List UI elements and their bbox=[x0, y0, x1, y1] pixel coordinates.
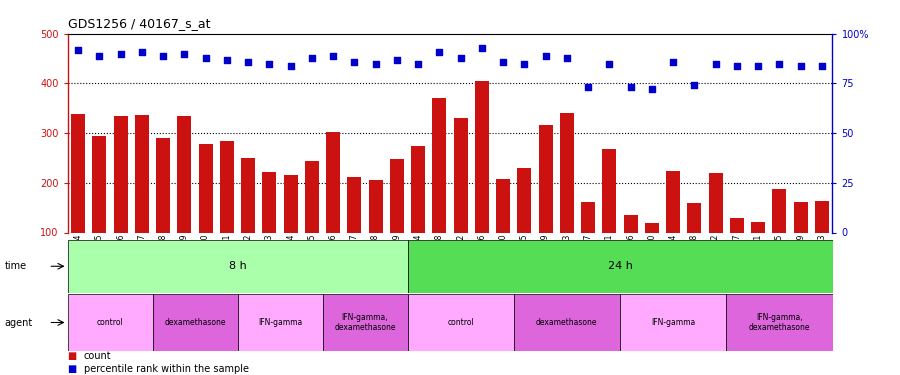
Text: IFN-gamma,
dexamethasone: IFN-gamma, dexamethasone bbox=[749, 313, 810, 332]
Bar bbox=[752, 222, 765, 282]
Point bbox=[390, 57, 404, 63]
Point bbox=[772, 60, 787, 67]
Bar bbox=[238, 294, 322, 351]
Bar bbox=[369, 180, 382, 282]
Bar bbox=[726, 294, 832, 351]
Point bbox=[284, 63, 298, 69]
Point bbox=[71, 46, 86, 53]
Bar bbox=[347, 177, 361, 282]
Text: dexamethasone: dexamethasone bbox=[536, 318, 598, 327]
Bar bbox=[708, 173, 723, 282]
Bar bbox=[220, 141, 234, 282]
Bar bbox=[433, 98, 446, 282]
Point bbox=[474, 45, 489, 51]
Point bbox=[220, 57, 234, 63]
Bar bbox=[390, 159, 404, 282]
Bar bbox=[624, 215, 637, 282]
Point bbox=[262, 60, 276, 67]
Text: dexamethasone: dexamethasone bbox=[164, 318, 226, 327]
Bar bbox=[560, 113, 574, 282]
Bar bbox=[620, 294, 726, 351]
Point bbox=[241, 58, 256, 64]
Bar bbox=[411, 146, 425, 282]
Bar bbox=[475, 81, 489, 282]
Text: ■: ■ bbox=[68, 351, 76, 361]
Bar bbox=[113, 116, 128, 282]
Bar bbox=[794, 202, 807, 282]
Point bbox=[708, 60, 723, 67]
Text: control: control bbox=[96, 318, 123, 327]
Point bbox=[326, 53, 340, 58]
Text: agent: agent bbox=[4, 318, 32, 327]
Text: control: control bbox=[447, 318, 474, 327]
Bar bbox=[305, 161, 319, 282]
Point bbox=[538, 53, 553, 58]
Point bbox=[156, 53, 170, 58]
Bar bbox=[815, 201, 829, 282]
Bar bbox=[602, 149, 616, 282]
Text: IFN-gamma: IFN-gamma bbox=[258, 318, 302, 327]
Text: count: count bbox=[84, 351, 112, 361]
Point bbox=[518, 60, 532, 67]
Bar bbox=[518, 168, 531, 282]
Bar bbox=[539, 124, 553, 282]
Point bbox=[135, 49, 149, 55]
Point bbox=[368, 60, 382, 67]
Point bbox=[794, 63, 808, 69]
Bar bbox=[454, 118, 467, 282]
Point bbox=[688, 82, 702, 88]
Bar bbox=[730, 217, 743, 282]
Point bbox=[730, 63, 744, 69]
Point bbox=[751, 63, 765, 69]
Text: time: time bbox=[4, 261, 27, 271]
Point bbox=[496, 58, 510, 64]
Bar bbox=[284, 176, 298, 282]
Point bbox=[814, 63, 829, 69]
Text: IFN-gamma: IFN-gamma bbox=[651, 318, 695, 327]
Bar bbox=[199, 144, 212, 282]
Bar bbox=[68, 294, 152, 351]
Text: ■: ■ bbox=[68, 364, 76, 374]
Bar bbox=[263, 172, 276, 282]
Text: IFN-gamma,
dexamethasone: IFN-gamma, dexamethasone bbox=[334, 313, 396, 332]
Point bbox=[454, 55, 468, 61]
Point bbox=[432, 49, 446, 55]
Bar bbox=[645, 223, 659, 282]
Bar bbox=[772, 189, 787, 282]
Bar bbox=[408, 240, 832, 292]
Text: 8 h: 8 h bbox=[229, 261, 247, 271]
Point bbox=[580, 84, 595, 90]
Bar bbox=[177, 116, 192, 282]
Bar bbox=[71, 114, 85, 282]
Bar bbox=[68, 240, 408, 292]
Point bbox=[347, 58, 362, 64]
Bar bbox=[157, 138, 170, 282]
Bar bbox=[135, 115, 148, 282]
Point bbox=[177, 51, 192, 57]
Text: GDS1256 / 40167_s_at: GDS1256 / 40167_s_at bbox=[68, 17, 210, 30]
Text: 24 h: 24 h bbox=[608, 261, 633, 271]
Bar bbox=[326, 132, 340, 282]
Bar bbox=[688, 202, 701, 282]
Point bbox=[113, 51, 128, 57]
Bar bbox=[93, 136, 106, 282]
Point bbox=[92, 53, 106, 58]
Text: percentile rank within the sample: percentile rank within the sample bbox=[84, 364, 248, 374]
Bar bbox=[241, 158, 255, 282]
Point bbox=[560, 55, 574, 61]
Bar bbox=[152, 294, 238, 351]
Point bbox=[411, 60, 426, 67]
Point bbox=[305, 55, 320, 61]
Bar bbox=[666, 171, 680, 282]
Point bbox=[624, 84, 638, 90]
Bar bbox=[408, 294, 514, 351]
Bar bbox=[514, 294, 620, 351]
Point bbox=[666, 58, 680, 64]
Bar bbox=[496, 179, 510, 282]
Point bbox=[644, 86, 659, 92]
Bar bbox=[581, 202, 595, 282]
Bar bbox=[322, 294, 408, 351]
Point bbox=[602, 60, 616, 67]
Point bbox=[198, 55, 212, 61]
